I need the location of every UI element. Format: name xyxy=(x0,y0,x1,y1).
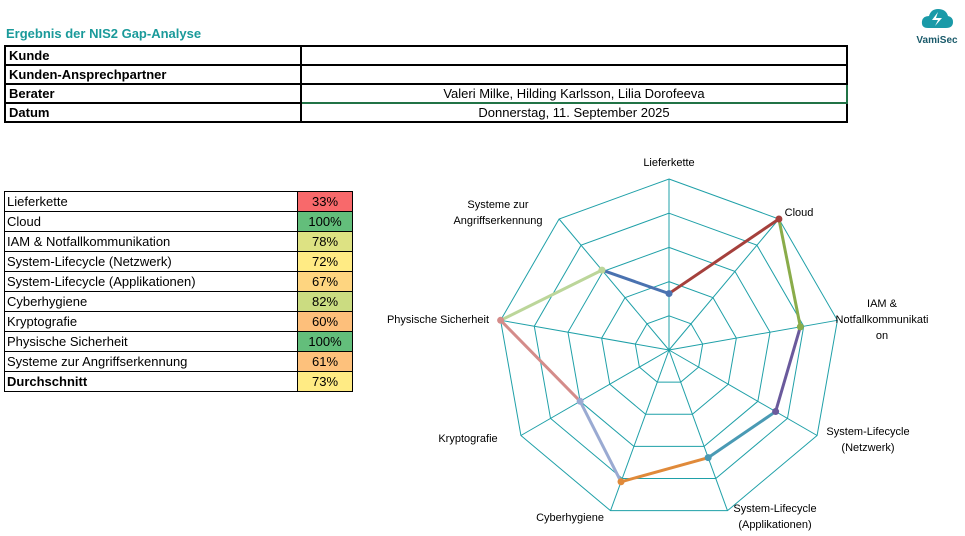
grid-ring xyxy=(634,315,704,383)
data-point xyxy=(617,478,625,486)
scores-table: Lieferkette 33% Cloud 100% IAM & Notfallkomm… xyxy=(4,191,353,392)
info-value[interactable]: Valeri Milke, Hilding Karlsson, Lilia Do… xyxy=(300,83,848,104)
series-segment xyxy=(620,456,709,484)
grid-spoke xyxy=(668,218,780,351)
axis-label: Lieferkette xyxy=(643,157,695,169)
score-value[interactable]: 78% xyxy=(297,231,353,252)
vamisec-logo: VamiSec xyxy=(912,8,962,46)
axis-label: System-Lifecycle (Applikationen) xyxy=(733,503,817,531)
axis-label: Cyberhygiene xyxy=(536,512,604,524)
grid-ring xyxy=(567,246,771,447)
score-value[interactable]: 82% xyxy=(297,291,353,312)
score-row: Systeme zur Angriffserkennung 61% xyxy=(4,351,353,372)
axis-label: IAM & Notfallkommunikati on xyxy=(835,298,929,342)
series-segment xyxy=(601,268,670,295)
score-row: System-Lifecycle (Applikationen) 67% xyxy=(4,271,353,292)
score-row: Physische Sicherheit 100% xyxy=(4,331,353,352)
grid-spoke xyxy=(668,349,728,511)
series-segment xyxy=(707,410,777,459)
score-label[interactable]: System-Lifecycle (Netzwerk) xyxy=(4,251,298,272)
grid-spoke xyxy=(610,349,670,511)
info-label: Kunde xyxy=(4,45,302,66)
info-row: Kunde xyxy=(4,45,848,66)
grid-ring xyxy=(500,178,838,512)
data-point xyxy=(598,266,606,274)
data-point xyxy=(665,290,673,298)
info-row: Datum Donnerstag, 11. September 2025 xyxy=(4,102,848,123)
grid-spoke xyxy=(668,319,838,351)
info-value[interactable] xyxy=(300,45,848,66)
series-segment xyxy=(777,218,802,328)
info-label: Datum xyxy=(4,102,302,123)
series-segment xyxy=(668,217,780,295)
grid-spoke xyxy=(500,319,670,351)
grid-spoke xyxy=(520,349,670,436)
axis-label: Kryptografie xyxy=(438,433,498,445)
page-title: Ergebnis der NIS2 Gap-Analyse xyxy=(6,26,202,41)
data-point xyxy=(497,316,505,324)
cloud-logo-icon xyxy=(921,9,953,28)
score-label[interactable]: Physische Sicherheit xyxy=(4,331,298,352)
data-point xyxy=(775,215,783,223)
info-row: Kunden-Ansprechpartner xyxy=(4,64,848,85)
grid-spoke xyxy=(558,218,670,351)
info-table: Kunde Kunden-Ansprechpartner Berater Valeri… xyxy=(4,45,848,123)
data-point xyxy=(704,454,712,462)
grid-ring xyxy=(601,281,737,415)
series-segment xyxy=(578,400,623,483)
score-value[interactable]: 100% xyxy=(297,331,353,352)
info-value[interactable] xyxy=(300,64,848,85)
axis-label: Physische Sicherheit xyxy=(386,314,490,326)
axis-label: System-Lifecycle (Netzwerk) xyxy=(826,426,910,454)
data-point xyxy=(796,323,804,331)
info-label: Kunden-Ansprechpartner xyxy=(4,64,302,85)
score-label[interactable]: Lieferkette xyxy=(4,191,298,212)
grid-ring xyxy=(533,212,805,480)
info-row: Berater Valeri Milke, Hilding Karlsson, L… xyxy=(4,83,848,104)
info-label: Berater xyxy=(4,83,302,104)
info-value[interactable]: Donnerstag, 11. September 2025 xyxy=(300,102,848,123)
data-point xyxy=(576,397,584,405)
axis-label: Cloud xyxy=(784,207,814,219)
score-row: System-Lifecycle (Netzwerk) 72% xyxy=(4,251,353,272)
series-segment xyxy=(774,326,802,412)
axis-label: Systeme zur Angriffserkennung xyxy=(453,199,543,227)
logo-text: VamiSec xyxy=(916,35,958,46)
score-value[interactable]: 100% xyxy=(297,211,353,232)
series-segment xyxy=(499,319,582,403)
average-value[interactable]: 73% xyxy=(297,371,353,392)
series-segment xyxy=(499,268,603,322)
average-row: Durchschnitt 73% xyxy=(4,371,353,392)
average-label: Durchschnitt xyxy=(4,371,298,392)
data-point xyxy=(772,408,780,416)
grid-spoke xyxy=(668,349,818,436)
